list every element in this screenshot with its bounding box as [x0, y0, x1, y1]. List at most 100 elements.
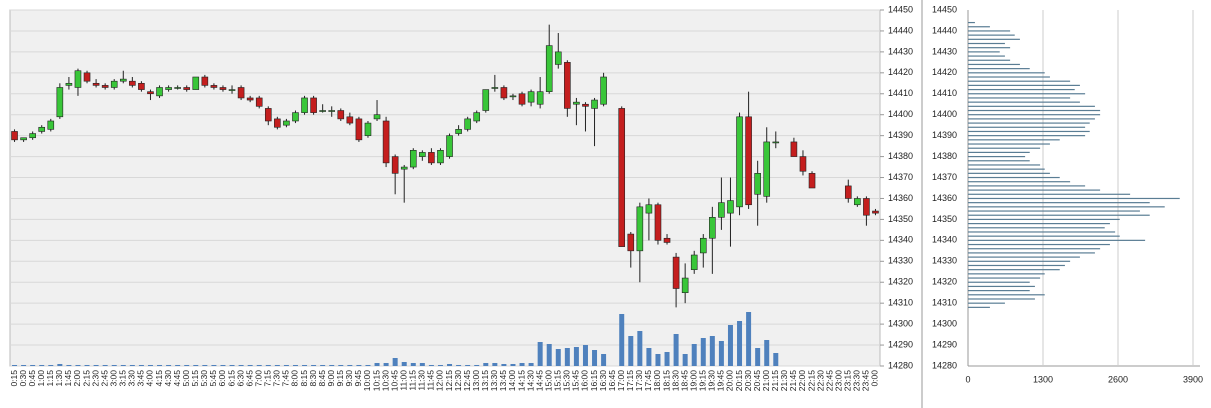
x-tick-label: 4:00 [145, 370, 155, 387]
candle-body [527, 91, 535, 103]
candle-body [301, 97, 308, 113]
volume-bar [709, 336, 715, 366]
x-tick-label: 15:30 [562, 370, 572, 392]
candle-body [65, 82, 73, 86]
x-tick-label: 19:45 [716, 370, 726, 392]
candle-body [228, 89, 236, 91]
profile-bar [968, 26, 990, 28]
candle-body [219, 87, 227, 90]
profile-bar [968, 88, 1075, 91]
x-tick-label: 22:15 [806, 370, 816, 392]
x-tick-label: 22:00 [797, 370, 807, 392]
candle-body [264, 108, 272, 122]
x-tick-label: 2:15 [81, 370, 91, 387]
candle-body [709, 217, 716, 239]
y-tick-label: 14320 [888, 277, 913, 287]
candle-body [119, 78, 127, 82]
x-tick-label: 18:45 [679, 370, 689, 392]
candle-body [727, 200, 734, 214]
y-tick-label: 14310 [932, 298, 957, 308]
profile-bar [968, 147, 1041, 149]
x-tick-label: 14:30 [525, 370, 535, 392]
volume-bar [202, 365, 208, 366]
x-tick-label: 1:30 [54, 370, 64, 387]
profile-bar [968, 55, 1005, 57]
x-tick-label: 1:15 [45, 370, 55, 387]
y-tick-label: 14390 [888, 130, 913, 140]
volume-bar [256, 365, 262, 366]
volume-bar [465, 365, 471, 366]
candle-body [83, 72, 91, 82]
y-tick-label: 14450 [932, 4, 957, 14]
y-tick-label: 14320 [932, 277, 957, 287]
volume-bar [492, 363, 498, 366]
volume-bar [184, 365, 190, 366]
x-tick-label: 1300 [1033, 374, 1053, 384]
profile-bar [968, 30, 1011, 32]
candle-body [872, 210, 879, 214]
x-tick-label: 15:00 [543, 370, 553, 392]
candle-body [283, 120, 290, 126]
y-tick-label: 14340 [932, 235, 957, 245]
x-tick-label: 23:45 [861, 370, 871, 392]
x-tick-label: 15:45 [571, 370, 581, 392]
profile-bar [968, 206, 1165, 208]
profile-bar [968, 93, 1086, 95]
x-tick-label: 1:45 [63, 370, 73, 387]
y-tick-label: 14440 [888, 25, 913, 35]
candle-body [790, 141, 798, 157]
profile-bar [968, 172, 1050, 174]
volume-bar [21, 365, 27, 366]
profile-bar [968, 76, 1050, 78]
profile-bar [968, 59, 1011, 61]
x-tick-label: 23:30 [852, 370, 862, 392]
candle-body [274, 118, 281, 128]
profile-bar [968, 164, 1041, 166]
volume-bar [573, 347, 579, 366]
candle-body [310, 97, 317, 113]
profile-bar [968, 126, 1086, 128]
volume-bar [265, 365, 271, 366]
x-tick-label: 19:00 [688, 370, 698, 392]
profile-bar [968, 185, 1086, 187]
x-tick-label: 23:00 [833, 370, 843, 392]
x-tick-label: 17:45 [643, 370, 653, 392]
candle-body [718, 202, 725, 218]
y-tick-label: 14450 [888, 4, 913, 14]
y-tick-label: 14280 [888, 360, 913, 370]
x-tick-label: 7:15 [263, 370, 273, 387]
candle-body [681, 277, 689, 294]
profile-bar [968, 72, 1045, 74]
volume-bar [320, 365, 326, 366]
candle-body [192, 76, 200, 90]
profile-bar [968, 243, 1110, 246]
x-tick-label: 3:30 [127, 370, 137, 387]
profile-bar [968, 181, 1071, 183]
x-tick-label: 7:00 [253, 370, 263, 387]
candle-body [373, 114, 381, 120]
volume-bar [755, 348, 761, 366]
profile-bar [968, 302, 1005, 304]
volume-bar [238, 365, 244, 366]
candle-body [409, 150, 417, 168]
profile-bar [968, 38, 1020, 40]
y-tick-label: 14330 [932, 256, 957, 266]
x-tick-label: 15:15 [553, 370, 563, 392]
candle-body [11, 131, 18, 141]
candle-body [799, 156, 807, 172]
profile-bar [968, 160, 1030, 162]
volume-bar [175, 365, 181, 366]
volume-bar [410, 363, 416, 366]
candle-body [246, 97, 254, 101]
x-tick-label: 10:30 [380, 370, 390, 392]
volume-bar [311, 365, 317, 366]
x-tick-label: 21:00 [761, 370, 771, 392]
x-tick-label: 14:00 [507, 370, 517, 392]
profile-bar [968, 155, 1026, 158]
x-tick-label: 11:45 [426, 370, 436, 391]
x-tick-label: 3:00 [108, 370, 118, 387]
profile-bar [968, 109, 1101, 112]
candle-body [101, 85, 109, 88]
candle-body [20, 137, 27, 141]
candle-body [156, 87, 163, 97]
